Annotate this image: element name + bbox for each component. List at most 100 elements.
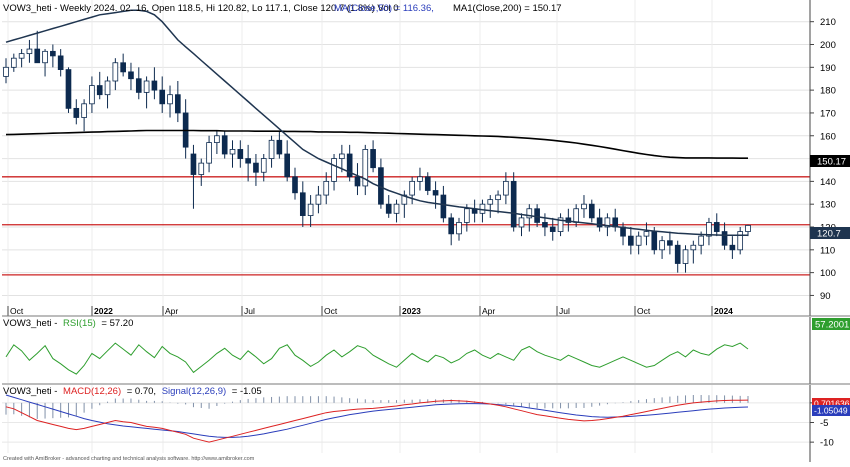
candle-down — [135, 78, 142, 93]
ma200-value-tag-text: 150.17 — [817, 157, 846, 168]
candle-up — [206, 142, 212, 164]
rsi-panel[interactable]: VOW3_heti - RSI(15) = 57.20 57.2001 — [2, 317, 850, 384]
candle-up — [479, 203, 486, 214]
candle-up — [409, 180, 415, 196]
candle-up — [315, 194, 322, 205]
candle-down — [549, 226, 556, 232]
candle-down — [57, 55, 64, 70]
candle-down — [276, 139, 283, 155]
signal-line — [5, 394, 749, 438]
rsi-value-tag-text: 57.2001 — [815, 320, 849, 331]
price-y-tick-label: 200 — [820, 40, 836, 51]
candle-down — [370, 149, 376, 169]
date-tick-label: Jul — [559, 306, 570, 316]
date-tick-label: Oct — [10, 306, 24, 316]
macd-y-axis: 0-5-10 — [809, 385, 834, 462]
macd-series — [5, 394, 749, 443]
ma200-legend-label: MA1(Close,200) = 150.17 — [453, 3, 562, 14]
candle-down — [237, 149, 244, 159]
candle-down — [674, 244, 681, 264]
macd-value-tag-text: 0.701636 — [814, 399, 850, 409]
moving-averages — [5, 9, 748, 237]
candle-up — [503, 180, 509, 196]
candle-down — [96, 85, 103, 96]
candle-up — [635, 235, 642, 246]
price-grid — [2, 0, 810, 316]
candle-down — [245, 158, 251, 164]
macd-header-name: MACD(12,26) — [63, 386, 121, 397]
candle-down — [448, 217, 455, 235]
candle-up — [456, 222, 462, 235]
candle-down — [221, 135, 228, 155]
candle-up — [706, 222, 712, 237]
candle-down — [175, 94, 181, 114]
candle-up — [81, 103, 87, 118]
candle-up — [487, 199, 494, 205]
close-value-tag — [810, 227, 850, 239]
macd-header-text: VOW3_heti - MACD(12,26) = 0.70, Signal(1… — [3, 386, 262, 397]
macd-grid — [2, 385, 810, 453]
candle-down — [385, 203, 392, 214]
candle-down — [651, 231, 658, 251]
candle-up — [643, 231, 650, 237]
candle-up — [581, 203, 587, 210]
candle-down — [713, 222, 720, 232]
candle-up — [339, 153, 345, 159]
price-candles — [3, 30, 751, 273]
candle-up — [659, 240, 665, 251]
macd-header-value: = 0.70, — [127, 386, 156, 397]
date-tick-label: Apr — [482, 306, 495, 316]
candle-down — [50, 50, 56, 57]
candle-up — [682, 249, 689, 264]
price-plot-area[interactable] — [2, 0, 810, 314]
date-tick-label: 2023 — [402, 306, 421, 316]
candle-up — [604, 217, 611, 228]
candle-up — [18, 53, 25, 59]
date-tick-label: Oct — [637, 306, 651, 316]
candle-up — [42, 50, 48, 64]
candle-down — [596, 217, 603, 228]
candle-up — [143, 80, 150, 93]
candle-up — [698, 235, 704, 246]
candle-down — [284, 153, 291, 178]
candle-down — [151, 80, 158, 91]
candle-down — [34, 48, 41, 64]
candle-down — [354, 176, 361, 187]
macd-panel[interactable]: 0-5-10 VOW3_heti - MACD(12,26) = 0.70, S… — [2, 385, 850, 462]
signal-header-value: = -1.05 — [232, 386, 262, 397]
price-y-tick-label: 100 — [820, 268, 836, 279]
date-axis: Oct 2022 Apr Jul Oct 2023 Apr Jul Oct 2024 — [7, 306, 733, 316]
close-value-tag-text: 120.7 — [817, 229, 841, 240]
candle-down — [190, 153, 197, 175]
price-panel[interactable]: 90100110120130140150160170180190200210 O… — [2, 0, 850, 316]
rsi-header-text: VOW3_heti - RSI(15) = 57.20 — [3, 318, 133, 329]
signal-value-tag — [812, 405, 850, 416]
candle-up — [331, 158, 337, 182]
price-y-tick-label: 190 — [820, 63, 836, 74]
candle-up — [229, 149, 236, 155]
candle-up — [112, 62, 119, 82]
macd-header-prefix: VOW3_heti - — [3, 386, 57, 397]
rsi-header-value: = 57.20 — [101, 318, 133, 329]
candle-up — [198, 162, 205, 175]
rsi-plot-area[interactable] — [2, 317, 810, 382]
price-y-tick-label: 90 — [820, 291, 831, 302]
rsi-value-tag — [812, 318, 850, 330]
candle-down — [588, 203, 595, 219]
candle-up — [260, 158, 267, 173]
candle-down — [440, 194, 447, 219]
candle-up — [393, 203, 400, 214]
candle-up — [463, 208, 470, 223]
candle-up — [745, 225, 751, 232]
candle-up — [26, 48, 33, 55]
candle-up — [3, 66, 9, 77]
date-tick-label: Jul — [244, 306, 255, 316]
price-y-tick-label: 210 — [820, 17, 836, 28]
candle-down — [628, 235, 634, 246]
ma50-legend-label: MA(Close,50) = 116.36, — [334, 3, 434, 14]
price-horizontal-lines — [2, 176, 810, 276]
candle-down — [346, 153, 353, 178]
candle-up — [268, 139, 275, 159]
price-y-tick-label: 180 — [820, 86, 836, 97]
